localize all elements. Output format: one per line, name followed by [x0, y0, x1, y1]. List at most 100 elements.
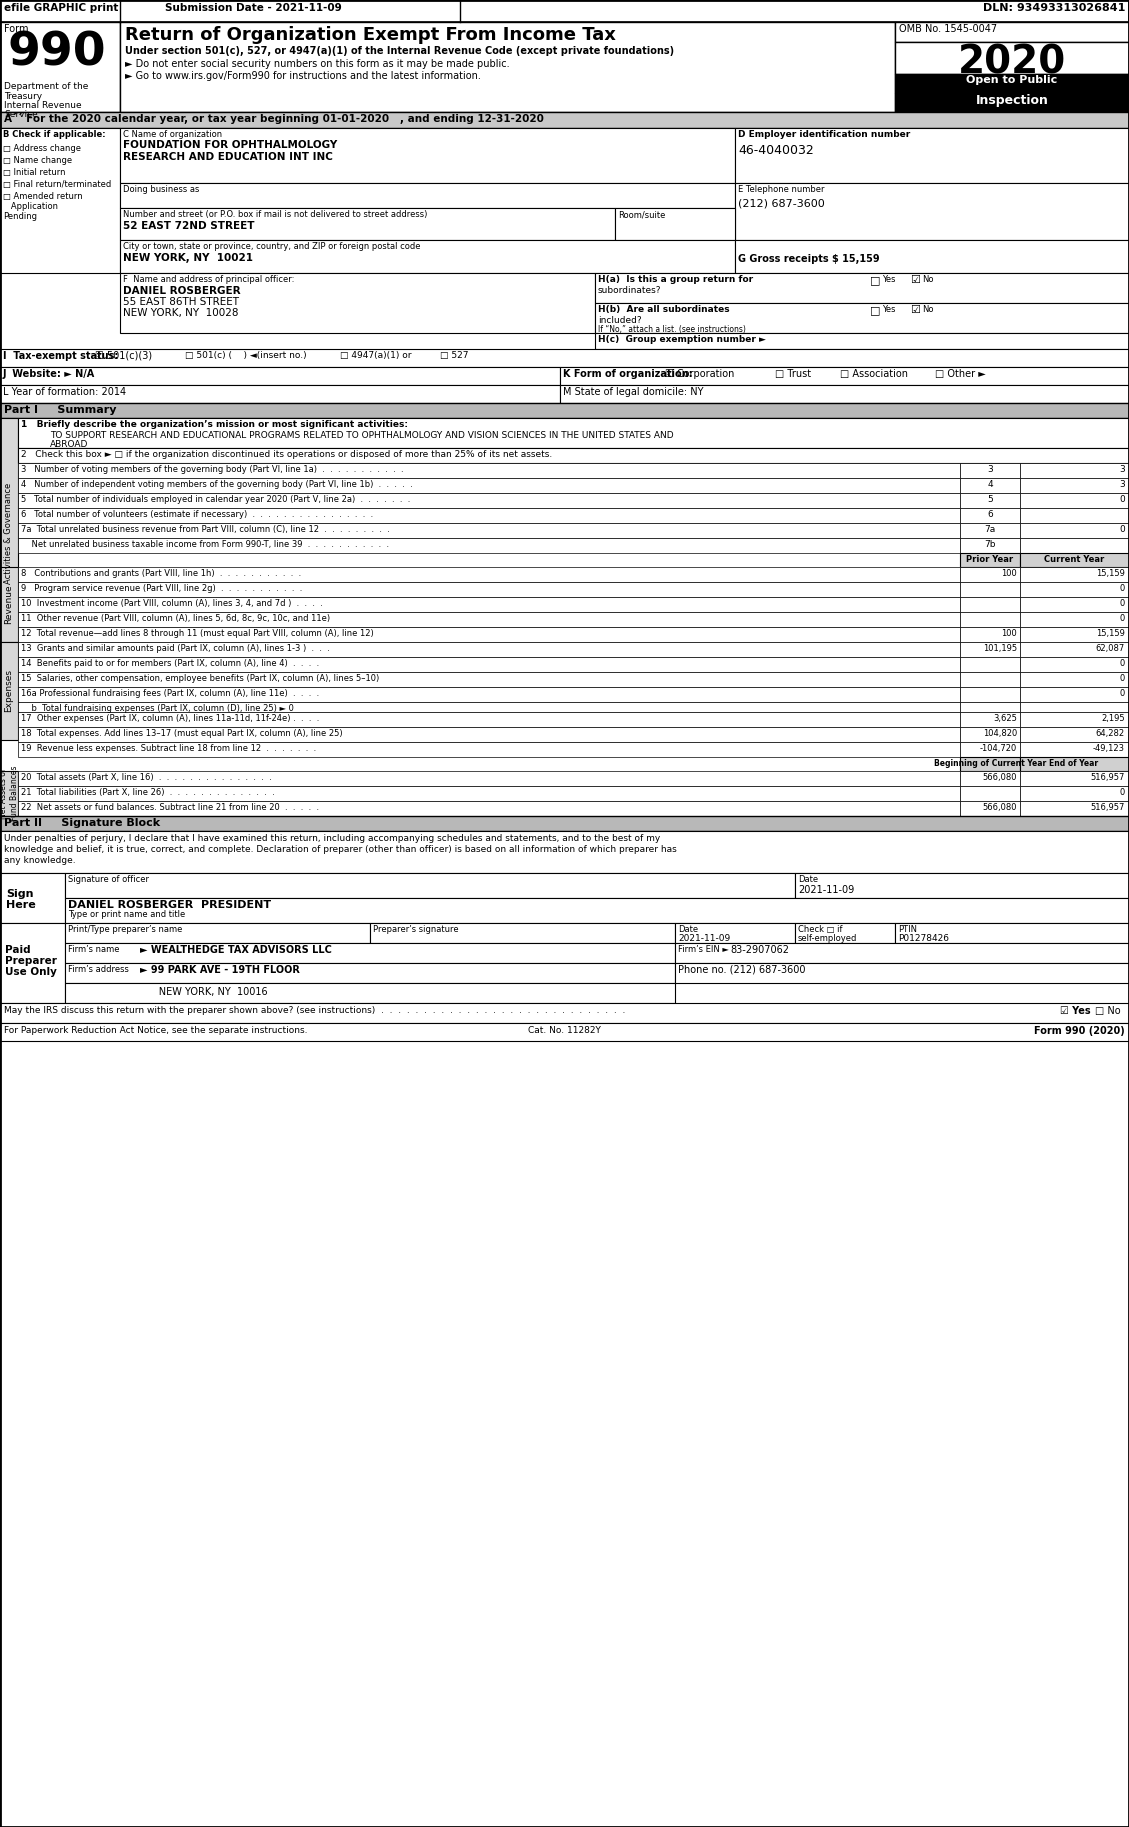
- Text: □ 501(c) (    ) ◄(insert no.): □ 501(c) ( ) ◄(insert no.): [185, 351, 307, 360]
- Bar: [18, 658, 960, 672]
- Bar: [675, 923, 795, 943]
- Text: 0: 0: [1120, 660, 1124, 669]
- Text: 2020: 2020: [957, 44, 1066, 80]
- Text: 19  Revenue less expenses. Subtract line 18 from line 12  .  .  .  .  .  .  .: 19 Revenue less expenses. Subtract line …: [21, 744, 316, 753]
- Text: ► Do not enter social security numbers on this form as it may be made public.: ► Do not enter social security numbers o…: [125, 58, 509, 69]
- Text: DANIEL ROSBERGER  PRESIDENT: DANIEL ROSBERGER PRESIDENT: [68, 901, 271, 910]
- Bar: [1019, 597, 1129, 612]
- Bar: [960, 727, 1019, 742]
- Bar: [0, 817, 1129, 831]
- Bar: [960, 583, 1019, 597]
- Bar: [1019, 800, 1129, 817]
- Text: D Employer identification number: D Employer identification number: [738, 130, 910, 139]
- Text: 11  Other revenue (Part VIII, column (A), lines 5, 6d, 8c, 9c, 10c, and 11e): 11 Other revenue (Part VIII, column (A),…: [21, 614, 330, 623]
- Text: Room/suite: Room/suite: [618, 210, 665, 219]
- Text: 0: 0: [1119, 495, 1124, 504]
- Text: 2,195: 2,195: [1102, 714, 1124, 723]
- Text: 15  Salaries, other compensation, employee benefits (Part IX, column (A), lines : 15 Salaries, other compensation, employe…: [21, 674, 379, 683]
- Bar: [0, 22, 120, 111]
- Text: 0: 0: [1120, 787, 1124, 797]
- Text: B Check if applicable:: B Check if applicable:: [3, 130, 106, 139]
- Bar: [120, 22, 895, 111]
- Bar: [735, 183, 1129, 239]
- Text: Pending: Pending: [3, 212, 37, 221]
- Text: 7a  Total unrelated business revenue from Part VIII, column (C), line 12  .  .  : 7a Total unrelated business revenue from…: [21, 524, 390, 533]
- Bar: [18, 462, 960, 479]
- Bar: [1019, 583, 1129, 597]
- Text: self-employed: self-employed: [798, 934, 857, 943]
- Bar: [960, 786, 1019, 800]
- Text: 101,195: 101,195: [983, 643, 1017, 652]
- Text: H(a)  Is this a group return for: H(a) Is this a group return for: [598, 276, 753, 283]
- Text: 46-4040032: 46-4040032: [738, 144, 814, 157]
- Text: Phone no. (212) 687-3600: Phone no. (212) 687-3600: [679, 965, 805, 976]
- Bar: [960, 523, 1019, 537]
- Bar: [0, 111, 1129, 128]
- Bar: [1019, 612, 1129, 627]
- Text: Department of the: Department of the: [5, 82, 88, 91]
- Text: 566,080: 566,080: [982, 804, 1017, 811]
- Bar: [18, 537, 960, 554]
- Text: DLN: 93493313026841: DLN: 93493313026841: [982, 4, 1124, 13]
- Text: Form 990 (2020): Form 990 (2020): [1034, 1027, 1124, 1036]
- Text: 17  Other expenses (Part IX, column (A), lines 11a-11d, 11f-24e) .  .  .  .: 17 Other expenses (Part IX, column (A), …: [21, 714, 320, 723]
- Bar: [0, 349, 1129, 367]
- Text: □ 4947(a)(1) or: □ 4947(a)(1) or: [340, 351, 411, 360]
- Text: 52 EAST 72ND STREET: 52 EAST 72ND STREET: [123, 221, 254, 230]
- Text: (212) 687-3600: (212) 687-3600: [738, 197, 825, 208]
- Text: 5   Total number of individuals employed in calendar year 2020 (Part V, line 2a): 5 Total number of individuals employed i…: [21, 495, 410, 504]
- Text: included?: included?: [598, 316, 641, 325]
- Bar: [960, 508, 1019, 523]
- Bar: [1019, 742, 1129, 756]
- Bar: [1019, 641, 1129, 658]
- Bar: [18, 627, 960, 641]
- Text: 0: 0: [1119, 524, 1124, 533]
- Bar: [960, 756, 1019, 771]
- Text: Sign: Sign: [6, 890, 34, 899]
- Bar: [0, 404, 1129, 418]
- Text: J  Website: ► N/A: J Website: ► N/A: [3, 369, 95, 378]
- Bar: [18, 583, 960, 597]
- Text: Part II     Signature Block: Part II Signature Block: [5, 818, 160, 828]
- Text: P01278426: P01278426: [898, 934, 949, 943]
- Text: Treasury: Treasury: [5, 91, 42, 100]
- Text: 6: 6: [987, 510, 992, 519]
- Text: □ Association: □ Association: [840, 369, 908, 378]
- Bar: [960, 687, 1019, 702]
- Bar: [895, 75, 1129, 93]
- Bar: [1019, 672, 1129, 687]
- Text: K Form of organization:: K Form of organization:: [563, 369, 692, 378]
- Bar: [1019, 687, 1129, 702]
- Bar: [1019, 523, 1129, 537]
- Bar: [18, 612, 960, 627]
- Bar: [960, 742, 1019, 756]
- Bar: [0, 1003, 1129, 1023]
- Bar: [18, 771, 960, 786]
- Bar: [1019, 566, 1129, 583]
- Text: 4   Number of independent voting members of the governing body (Part VI, line 1b: 4 Number of independent voting members o…: [21, 481, 413, 490]
- Bar: [795, 923, 895, 943]
- Text: □ Name change: □ Name change: [3, 155, 72, 164]
- Bar: [0, 385, 560, 404]
- Text: Date: Date: [679, 924, 698, 934]
- Text: ☑ 501(c)(3): ☑ 501(c)(3): [95, 351, 152, 362]
- Text: 14  Benefits paid to or for members (Part IX, column (A), line 4)  .  .  .  .: 14 Benefits paid to or for members (Part…: [21, 660, 320, 669]
- Text: 12  Total revenue—add lines 8 through 11 (must equal Part VIII, column (A), line: 12 Total revenue—add lines 8 through 11 …: [21, 628, 374, 638]
- Bar: [895, 93, 1129, 111]
- Bar: [960, 554, 1019, 566]
- Text: Return of Organization Exempt From Income Tax: Return of Organization Exempt From Incom…: [125, 26, 616, 44]
- Text: b  Total fundraising expenses (Part IX, column (D), line 25) ► 0: b Total fundraising expenses (Part IX, c…: [21, 703, 294, 713]
- Bar: [560, 367, 1129, 385]
- Bar: [595, 303, 1129, 333]
- Bar: [1019, 537, 1129, 554]
- Text: End of Year: End of Year: [1050, 758, 1099, 767]
- Bar: [1019, 508, 1129, 523]
- Text: Under penalties of perjury, I declare that I have examined this return, includin: Under penalties of perjury, I declare th…: [5, 833, 660, 842]
- Text: ABROAD: ABROAD: [50, 440, 88, 449]
- Text: ► WEALTHEDGE TAX ADVISORS LLC: ► WEALTHEDGE TAX ADVISORS LLC: [140, 945, 332, 956]
- Bar: [120, 128, 735, 183]
- Text: Net Assets or
Fund Balances: Net Assets or Fund Balances: [0, 766, 19, 820]
- Text: 10  Investment income (Part VIII, column (A), lines 3, 4, and 7d )  .  .  .  .: 10 Investment income (Part VIII, column …: [21, 599, 323, 608]
- Bar: [960, 771, 1019, 786]
- Text: May the IRS discuss this return with the preparer shown above? (see instructions: May the IRS discuss this return with the…: [5, 1007, 625, 1016]
